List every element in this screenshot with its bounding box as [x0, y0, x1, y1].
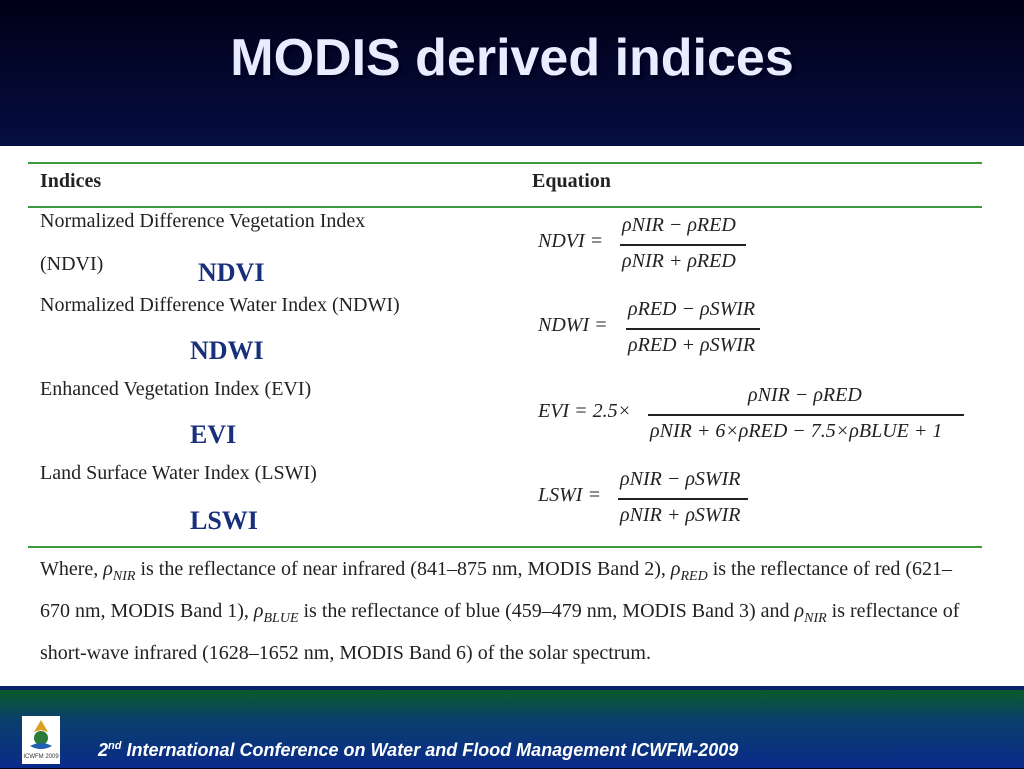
note-is-the: is the	[712, 558, 756, 580]
note-where: Where,	[40, 558, 99, 580]
slide-title: MODIS derived indices	[230, 29, 794, 87]
rho-symbol: ρ	[253, 600, 264, 622]
lswi-equation: LSWI = ρNIR − ρSWIR ρNIR + ρSWIR	[538, 468, 778, 538]
table-bottom-rule	[28, 546, 982, 548]
note-sub-blue: BLUE	[263, 611, 299, 626]
evi-fraction-bar	[648, 414, 964, 416]
ndvi-abbreviation: NDVI	[198, 258, 265, 287]
ndwi-equation-numerator: ρRED − ρSWIR	[628, 298, 756, 320]
conference-logo: ICWFM 2009	[22, 716, 60, 764]
ndvi-description: Normalized Difference Vegetation Index	[40, 210, 366, 232]
evi-description: Enhanced Vegetation Index (EVI)	[40, 378, 312, 400]
evi-equation-lhs: EVI = 2.5×	[538, 400, 632, 422]
ndvi-equation-numerator: ρNIR − ρRED	[622, 214, 736, 236]
logo-text: ICWFM 2009	[23, 754, 59, 760]
footer-ordinal: 2	[98, 740, 109, 760]
lswi-description: Land Surface Water Index (LSWI)	[40, 462, 317, 484]
footer-bar	[0, 690, 1024, 768]
indices-table-panel	[0, 146, 1024, 686]
footer-text: International Conference on Water and Fl…	[126, 740, 739, 760]
lswi-fraction-bar	[618, 498, 748, 500]
lswi-equation-denominator: ρNIR + ρSWIR	[620, 504, 741, 526]
ndwi-equation-denominator: ρRED + ρSWIR	[628, 334, 756, 356]
note-sub-nir-2: NIR	[804, 611, 827, 626]
evi-abbreviation: EVI	[190, 420, 237, 449]
note-red-text: reflectance of red (621–670 nm, MODIS Ba…	[40, 558, 953, 622]
rho-symbol: ρ	[103, 558, 113, 580]
note-spectrum-text: of the solar spectrum.	[477, 642, 651, 664]
note-band3-text: MODIS Band 3) and	[622, 600, 790, 622]
where-note: Where, ρNIR is the reflectance of near i…	[40, 552, 980, 671]
ndwi-fraction-bar	[626, 328, 760, 330]
rho-symbol: ρ	[794, 600, 805, 622]
evi-equation-denominator: ρNIR + 6×ρRED − 7.5×ρBLUE + 1	[650, 420, 943, 442]
evi-equation-numerator: ρNIR − ρRED	[748, 384, 862, 406]
table-header-rule	[28, 206, 982, 208]
evi-equation: EVI = 2.5× ρNIR − ρRED ρNIR + 6×ρRED − 7…	[538, 384, 978, 454]
ndwi-equation: NDWI = ρRED − ρSWIR ρRED + ρSWIR	[538, 298, 778, 368]
ndvi-fraction-bar	[620, 244, 746, 246]
ndvi-equation: NDVI = ρNIR − ρRED ρNIR + ρRED	[538, 214, 768, 284]
note-swir-text: is reflectance of short-wave infrared (1…	[40, 600, 960, 664]
note-sub-red: RED	[680, 569, 708, 584]
lswi-abbreviation: LSWI	[190, 506, 258, 535]
footer-ordinal-sup: nd	[108, 740, 122, 752]
footer-conference-name: 2nd International Conference on Water an…	[98, 740, 738, 761]
header-indices: Indices	[40, 170, 102, 192]
note-nir-text: is the reflectance of near infrared (841…	[140, 558, 666, 580]
ndvi-description-abbr: (NDVI)	[40, 253, 104, 275]
table-top-rule	[28, 162, 982, 164]
lswi-equation-numerator: ρNIR − ρSWIR	[620, 468, 741, 490]
ndwi-abbreviation: NDWI	[190, 336, 264, 365]
header-equation: Equation	[532, 170, 611, 192]
ndvi-equation-lhs: NDVI =	[538, 230, 604, 252]
rho-symbol: ρ	[670, 558, 681, 580]
note-blue-text: is the reflectance of blue (459–479 nm,	[303, 600, 618, 622]
note-sub-nir: NIR	[112, 569, 136, 584]
lswi-equation-lhs: LSWI =	[538, 484, 601, 506]
ndwi-description: Normalized Difference Water Index (NDWI)	[40, 294, 400, 316]
ndvi-equation-denominator: ρNIR + ρRED	[622, 250, 736, 272]
ndwi-equation-lhs: NDWI =	[538, 314, 608, 336]
